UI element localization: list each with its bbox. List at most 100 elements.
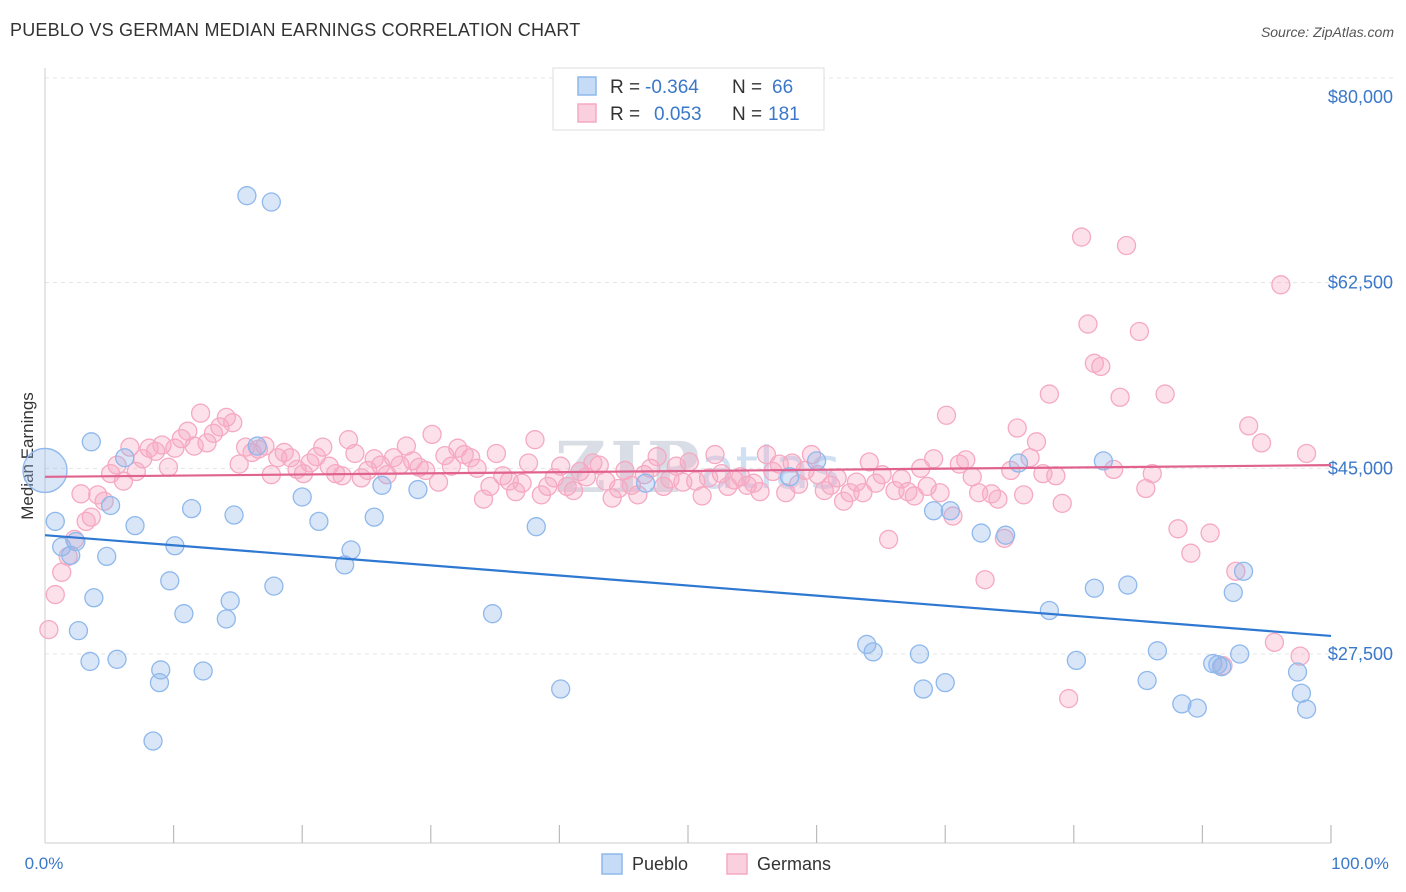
pueblo-point xyxy=(482,604,503,624)
pueblo-point xyxy=(174,604,194,624)
pueblo-point xyxy=(220,591,240,611)
pueblo-point xyxy=(309,511,329,532)
germans-point xyxy=(1251,433,1272,453)
germans-point xyxy=(975,570,995,590)
germans-point xyxy=(878,529,899,550)
chart-source: Source: ZipAtlas.com xyxy=(1260,24,1394,40)
germans-point xyxy=(332,466,352,486)
germans-point xyxy=(756,444,777,465)
y-tick-label: $27,500 xyxy=(1328,644,1393,664)
pueblo-point xyxy=(551,679,571,699)
germans-point xyxy=(461,448,481,468)
germans-point xyxy=(904,486,924,506)
germans-point xyxy=(853,483,873,503)
pueblo-point xyxy=(341,540,361,560)
germans-point xyxy=(1071,227,1092,247)
legend-box xyxy=(552,67,825,131)
chart-title: PUEBLO VS GERMAN MEDIAN EARNINGS CORRELA… xyxy=(10,20,581,40)
legend-germans-n-label: N = xyxy=(732,104,762,125)
pueblo-point xyxy=(408,479,428,500)
pueblo-point xyxy=(1233,561,1254,581)
legend-swatch-pueblo xyxy=(577,76,597,96)
pueblo-point xyxy=(22,447,68,494)
pueblo-point xyxy=(1208,654,1228,675)
germans-point xyxy=(846,472,867,492)
pueblo-point xyxy=(66,531,86,552)
germans-point xyxy=(1007,418,1027,438)
pueblo-point xyxy=(1187,698,1207,718)
legend-swatch-germans xyxy=(577,103,597,123)
legend-pueblo-r: -0.364 xyxy=(645,77,699,98)
pueblo-point xyxy=(779,467,800,487)
germans-point xyxy=(383,448,404,468)
pueblo-point xyxy=(1291,683,1312,703)
germans-point xyxy=(679,452,699,472)
pueblo-point xyxy=(372,475,392,495)
germans-point xyxy=(197,433,217,453)
germans-point xyxy=(1239,416,1259,436)
germans-point xyxy=(692,486,712,506)
pueblo-point xyxy=(526,517,546,537)
gridlines xyxy=(45,77,1395,655)
germans-point xyxy=(628,485,648,505)
germans-point xyxy=(1290,646,1310,666)
germans-point xyxy=(280,448,301,468)
pueblo-point xyxy=(1172,694,1192,714)
pueblo-point xyxy=(247,436,267,456)
germans-point xyxy=(750,482,770,502)
pueblo-point xyxy=(81,432,101,452)
y-tick-label: $62,500 xyxy=(1328,273,1393,293)
germans-point xyxy=(1271,275,1291,295)
legend-germans-r-label: R = xyxy=(610,104,640,125)
germans-point xyxy=(71,484,91,504)
germans-point xyxy=(306,447,326,467)
germans-point xyxy=(345,443,365,464)
pueblo-point xyxy=(995,525,1016,545)
pueblo-point xyxy=(1230,644,1250,664)
pueblo-point xyxy=(971,523,991,543)
germans-point xyxy=(827,468,847,488)
germans-point xyxy=(1013,485,1034,505)
y-tick-label: $80,000 xyxy=(1328,87,1393,107)
pueblo-point xyxy=(909,644,930,664)
germans-point xyxy=(647,447,667,467)
germans-point xyxy=(1296,443,1317,464)
pueblo-point xyxy=(216,609,236,629)
germans-point xyxy=(930,483,950,503)
germans-point xyxy=(1142,463,1162,484)
germans-point xyxy=(1091,356,1111,377)
pueblo-point xyxy=(863,642,883,662)
germans-point xyxy=(801,444,822,465)
legend-germans-r: 0.053 xyxy=(654,104,702,125)
legend-pueblo-n-label: N = xyxy=(732,77,762,98)
legend-pueblo-r-label: R = xyxy=(610,77,640,98)
germans-point xyxy=(255,436,275,456)
germans-point xyxy=(518,453,539,473)
germans-point xyxy=(165,438,185,458)
pueblo-point xyxy=(913,679,933,699)
pueblo-point xyxy=(160,571,180,591)
pueblo-point xyxy=(923,501,944,521)
pueblo-point xyxy=(151,660,171,680)
germans-point xyxy=(981,484,1002,504)
germans-point xyxy=(1155,384,1175,404)
pueblo-point xyxy=(292,487,312,507)
germans-point xyxy=(274,442,294,463)
germans-point xyxy=(943,506,963,526)
pueblo-point xyxy=(1147,641,1168,661)
legend-pueblo-n: 66 xyxy=(772,77,793,98)
germans-point xyxy=(988,489,1008,509)
trend-lines xyxy=(44,464,1332,638)
pueblo-point xyxy=(635,473,656,493)
germans-point xyxy=(1026,432,1047,452)
pueblo-point xyxy=(935,672,955,693)
bottom-legend-swatch-pueblo xyxy=(601,853,623,875)
pueblo-point xyxy=(115,448,135,468)
germans-point xyxy=(551,456,571,476)
pueblo-point xyxy=(125,515,145,536)
germans-point xyxy=(821,475,841,495)
germans-point xyxy=(563,480,584,501)
pueblo-point xyxy=(264,576,284,596)
germans-point xyxy=(229,454,249,474)
pueblo-point xyxy=(224,505,244,525)
